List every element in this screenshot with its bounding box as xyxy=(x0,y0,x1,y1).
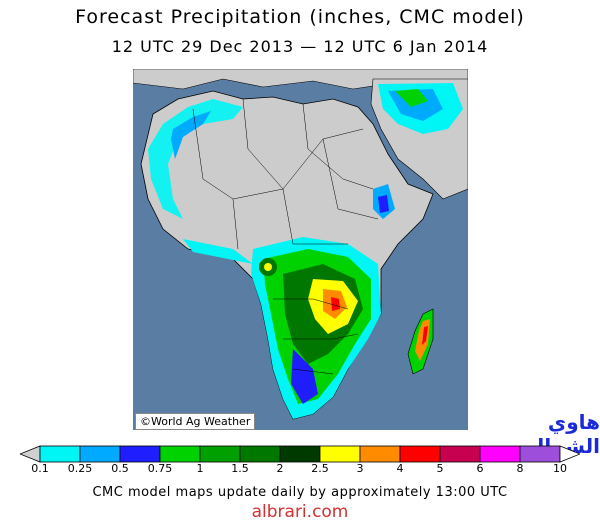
legend-swatch xyxy=(119,445,161,463)
legend-tick-label: 0.5 xyxy=(111,462,129,475)
legend-tick-label: 1 xyxy=(196,462,204,475)
legend-ticks: 0.1 0.25 0.5 0.75 1 1.5 2 2.5 3 4 5 6 8 10 xyxy=(0,462,600,476)
legend-tick-label: 0.1 xyxy=(31,462,49,475)
precip-northwest-core xyxy=(171,111,211,159)
precip-horn-core xyxy=(378,195,389,213)
legend-tick-label: 4 xyxy=(396,462,404,475)
map-title: Forecast Precipitation (inches, CMC mode… xyxy=(75,6,525,28)
europe-landmass xyxy=(133,69,468,92)
legend-swatch xyxy=(39,445,81,463)
precip-west-coast xyxy=(183,239,253,264)
legend-low-arrow xyxy=(20,445,41,463)
legend-tick-label: 10 xyxy=(553,462,567,475)
country-borders xyxy=(192,98,379,375)
precip-gabon-core xyxy=(264,263,272,271)
legend-tick-label: 1.5 xyxy=(231,462,249,475)
legend-tick-label: 5 xyxy=(436,462,444,475)
legend-tick-label: 0.75 xyxy=(147,462,173,475)
update-note: CMC model maps update daily by approxima… xyxy=(92,485,508,500)
legend-tick-label: 8 xyxy=(516,462,524,475)
legend-swatch xyxy=(439,445,481,463)
legend-swatch xyxy=(159,445,201,463)
legend-tick-label: 2 xyxy=(276,462,284,475)
color-legend xyxy=(20,445,580,463)
precip-south-east-blue xyxy=(291,349,318,404)
legend-swatch xyxy=(479,445,521,463)
precip-arabia-core xyxy=(395,89,428,107)
legend-swatch xyxy=(199,445,241,463)
legend-swatch xyxy=(399,445,441,463)
site-watermark: albrari.com xyxy=(251,502,349,522)
legend-swatch xyxy=(519,445,561,463)
legend-high-arrow xyxy=(559,445,580,463)
precip-northwest xyxy=(148,99,243,219)
legend-tick-label: 2.5 xyxy=(311,462,329,475)
legend-swatch xyxy=(359,445,401,463)
precip-zambia-red xyxy=(331,297,340,311)
credit-label: ©World Ag Weather xyxy=(135,413,256,430)
legend-swatch xyxy=(79,445,121,463)
map-subtitle: 12 UTC 29 Dec 2013 — 12 UTC 6 Jan 2014 xyxy=(111,37,489,56)
precip-madagascar-core xyxy=(422,326,428,345)
legend-tick-label: 0.25 xyxy=(67,462,93,475)
precipitation-map xyxy=(133,69,468,430)
legend-swatch xyxy=(239,445,281,463)
legend-swatch xyxy=(319,445,361,463)
legend-tick-label: 3 xyxy=(356,462,364,475)
legend-tick-label: 6 xyxy=(476,462,484,475)
legend-swatch xyxy=(279,445,321,463)
